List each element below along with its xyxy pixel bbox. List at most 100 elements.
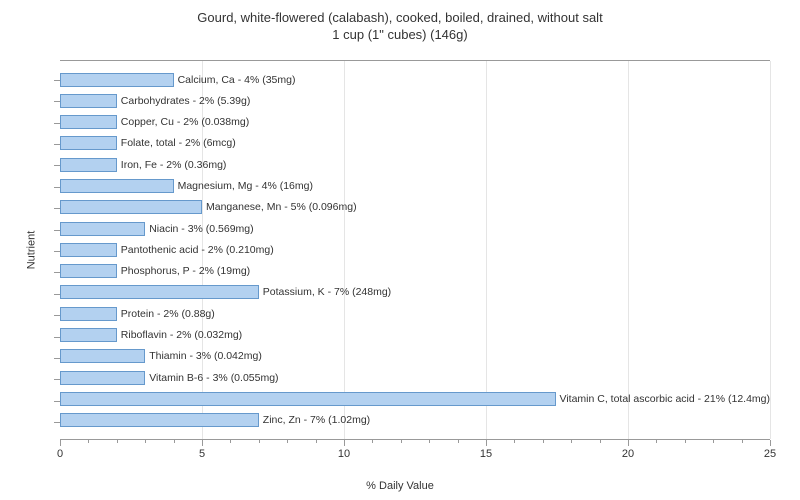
- bar-row: Folate, total - 2% (6mcg): [60, 135, 770, 151]
- nutrient-chart: Gourd, white-flowered (calabash), cooked…: [0, 0, 800, 500]
- x-tick: [202, 440, 203, 446]
- bar-row: Vitamin C, total ascorbic acid - 21% (12…: [60, 391, 770, 407]
- x-tick-minor: [514, 440, 515, 443]
- x-tick-minor: [656, 440, 657, 443]
- bar: [60, 243, 117, 257]
- bar-label: Riboflavin - 2% (0.032mg): [117, 329, 242, 341]
- bar-row: Protein - 2% (0.88g): [60, 306, 770, 322]
- x-tick-minor: [713, 440, 714, 443]
- bar: [60, 222, 145, 236]
- y-tick: [54, 358, 60, 359]
- x-tick-minor: [145, 440, 146, 443]
- bar: [60, 136, 117, 150]
- x-tick-minor: [316, 440, 317, 443]
- bar-row: Calcium, Ca - 4% (35mg): [60, 72, 770, 88]
- x-tick: [628, 440, 629, 446]
- bar: [60, 285, 259, 299]
- grid-line: [770, 61, 771, 439]
- bar-row: Pantothenic acid - 2% (0.210mg): [60, 242, 770, 258]
- x-tick-label: 20: [622, 448, 634, 460]
- y-tick: [54, 315, 60, 316]
- y-tick: [54, 123, 60, 124]
- x-tick-label: 0: [57, 448, 63, 460]
- bar-label: Carbohydrates - 2% (5.39g): [117, 95, 251, 107]
- x-tick: [344, 440, 345, 446]
- bar: [60, 179, 174, 193]
- bar: [60, 328, 117, 342]
- x-tick-minor: [401, 440, 402, 443]
- x-tick-minor: [458, 440, 459, 443]
- bar-row: Carbohydrates - 2% (5.39g): [60, 93, 770, 109]
- y-tick: [54, 80, 60, 81]
- bar-label: Protein - 2% (0.88g): [117, 308, 215, 320]
- bar-label: Calcium, Ca - 4% (35mg): [174, 74, 296, 86]
- bar-label: Copper, Cu - 2% (0.038mg): [117, 116, 249, 128]
- x-tick-minor: [372, 440, 373, 443]
- y-tick: [54, 165, 60, 166]
- x-tick-label: 5: [199, 448, 205, 460]
- x-tick-minor: [174, 440, 175, 443]
- y-axis-label: Nutrient: [25, 231, 37, 270]
- bar: [60, 349, 145, 363]
- bar-label: Vitamin B-6 - 3% (0.055mg): [145, 372, 278, 384]
- bar-row: Niacin - 3% (0.569mg): [60, 221, 770, 237]
- y-tick: [54, 144, 60, 145]
- y-tick: [54, 230, 60, 231]
- y-tick: [54, 337, 60, 338]
- x-tick-label: 10: [338, 448, 350, 460]
- x-tick-minor: [742, 440, 743, 443]
- x-tick-label: 25: [764, 448, 776, 460]
- x-tick: [770, 440, 771, 446]
- x-ticks: 0510152025: [60, 440, 770, 480]
- x-tick-minor: [230, 440, 231, 443]
- bar-label: Vitamin C, total ascorbic acid - 21% (12…: [556, 393, 770, 405]
- y-tick: [54, 422, 60, 423]
- x-tick-minor: [88, 440, 89, 443]
- bar-row: Vitamin B-6 - 3% (0.055mg): [60, 370, 770, 386]
- bar: [60, 115, 117, 129]
- bar-row: Zinc, Zn - 7% (1.02mg): [60, 412, 770, 428]
- bar: [60, 73, 174, 87]
- x-tick-minor: [287, 440, 288, 443]
- bar-label: Pantothenic acid - 2% (0.210mg): [117, 244, 274, 256]
- bar-row: Copper, Cu - 2% (0.038mg): [60, 114, 770, 130]
- x-axis-label: % Daily Value: [366, 480, 434, 492]
- bar-row: Potassium, K - 7% (248mg): [60, 284, 770, 300]
- chart-title-line2: 1 cup (1" cubes) (146g): [0, 27, 800, 44]
- bar: [60, 200, 202, 214]
- bar-row: Manganese, Mn - 5% (0.096mg): [60, 199, 770, 215]
- chart-title: Gourd, white-flowered (calabash), cooked…: [0, 0, 800, 44]
- bars-container: Calcium, Ca - 4% (35mg) Carbohydrates - 2…: [60, 69, 770, 431]
- x-tick-minor: [117, 440, 118, 443]
- bar-label: Folate, total - 2% (6mcg): [117, 137, 236, 149]
- bar: [60, 158, 117, 172]
- bar: [60, 307, 117, 321]
- bar-label: Potassium, K - 7% (248mg): [259, 286, 391, 298]
- bar-row: Iron, Fe - 2% (0.36mg): [60, 157, 770, 173]
- bar: [60, 371, 145, 385]
- bar-row: Riboflavin - 2% (0.032mg): [60, 327, 770, 343]
- y-tick: [54, 401, 60, 402]
- y-tick: [54, 272, 60, 273]
- y-tick: [54, 379, 60, 380]
- x-tick-minor: [685, 440, 686, 443]
- y-tick: [54, 208, 60, 209]
- bar: [60, 413, 259, 427]
- bar-label: Thiamin - 3% (0.042mg): [145, 350, 262, 362]
- plot-area: Calcium, Ca - 4% (35mg) Carbohydrates - 2…: [60, 60, 770, 440]
- chart-title-line1: Gourd, white-flowered (calabash), cooked…: [0, 10, 800, 27]
- y-tick: [54, 187, 60, 188]
- x-tick-minor: [600, 440, 601, 443]
- x-tick-minor: [571, 440, 572, 443]
- y-tick: [54, 251, 60, 252]
- x-tick: [60, 440, 61, 446]
- y-tick: [54, 101, 60, 102]
- bar-label: Phosphorus, P - 2% (19mg): [117, 265, 250, 277]
- x-tick-label: 15: [480, 448, 492, 460]
- bar: [60, 94, 117, 108]
- y-tick: [54, 294, 60, 295]
- x-tick-minor: [259, 440, 260, 443]
- bar-label: Niacin - 3% (0.569mg): [145, 223, 253, 235]
- bar: [60, 264, 117, 278]
- bar-row: Phosphorus, P - 2% (19mg): [60, 263, 770, 279]
